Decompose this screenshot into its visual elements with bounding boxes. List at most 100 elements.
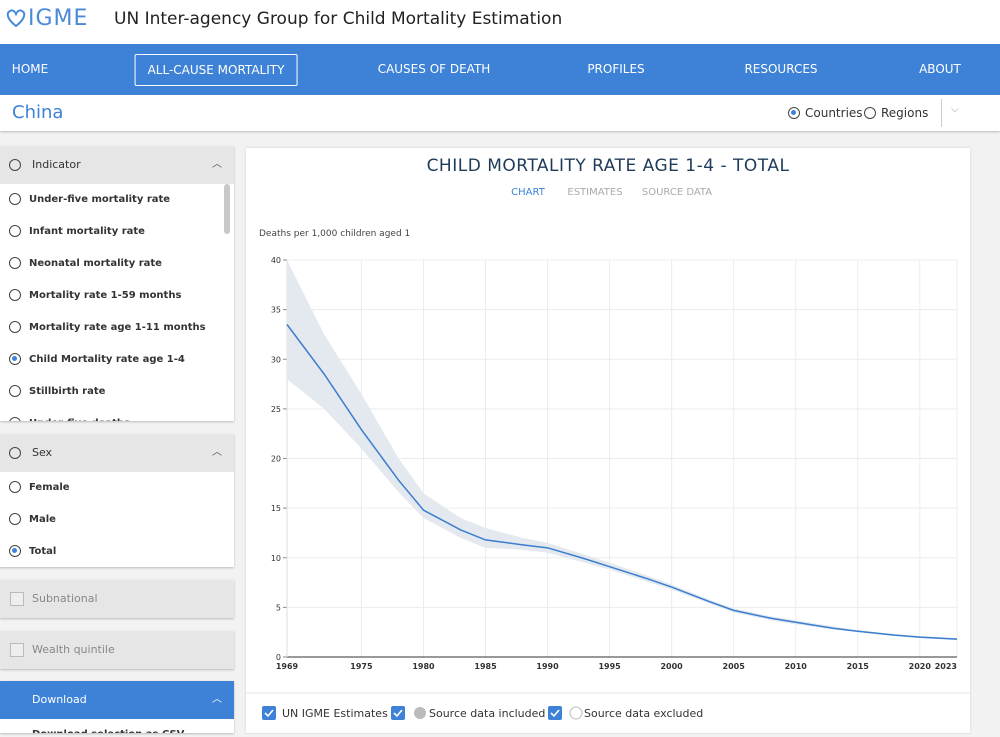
chart-tab[interactable]: SOURCE DATA	[642, 187, 712, 198]
radio	[9, 481, 21, 493]
option[interactable]: Under-five deaths	[0, 408, 234, 421]
filter-panel[interactable]: Subnational	[0, 580, 234, 618]
option-label: Infant mortality rate	[29, 226, 145, 237]
radio	[9, 447, 21, 459]
filter-panel[interactable]: Wealth quintile	[0, 631, 234, 669]
chevron: ︿	[212, 159, 222, 170]
x-tick-label: 1995	[598, 662, 621, 671]
option[interactable]: Under-five mortality rate	[0, 184, 234, 216]
option[interactable]: Neonatal mortality rate	[0, 248, 234, 280]
chevron: ︿	[212, 447, 222, 458]
option-label: Child Mortality rate age 1-4	[29, 354, 185, 365]
sex-panel: Sex ︿ Female Male Total	[0, 434, 234, 567]
radio	[9, 193, 21, 205]
x-tick-label: 1985	[474, 662, 497, 671]
y-tick-label: 10	[271, 554, 281, 563]
y-tick-label: 25	[271, 405, 281, 414]
location-bar: China ⌵ Countries Regions	[0, 95, 1000, 131]
option[interactable]: Female	[0, 472, 234, 504]
filter-label: Subnational	[32, 592, 98, 605]
download-item[interactable]: Download selection as CSV	[0, 719, 234, 733]
filter-header: Wealth quintile	[0, 631, 234, 669]
radio	[9, 545, 21, 557]
download-title: Download	[32, 693, 87, 706]
header: IGME UN Inter-agency Group for Child Mor…	[0, 0, 1000, 44]
x-tick-label: 2023	[935, 662, 957, 671]
legend-dot	[414, 707, 426, 719]
y-axis-label: Deaths per 1,000 children aged 1	[259, 229, 410, 239]
radio	[9, 353, 21, 365]
check	[550, 709, 560, 718]
y-tick-label: 35	[271, 306, 281, 315]
radio	[9, 257, 21, 269]
chart: CHILD MORTALITY RATE AGE 1-4 - TOTAL Dea…	[246, 156, 970, 720]
check	[264, 709, 274, 718]
radio	[9, 159, 21, 171]
option[interactable]: Child Mortality rate age 1-4	[0, 344, 234, 376]
radio	[9, 321, 21, 333]
nav-item[interactable]: RESOURCES	[744, 62, 818, 76]
line	[286, 324, 958, 640]
chart-title: CHILD MORTALITY RATE AGE 1-4 - TOTAL	[427, 156, 790, 176]
nav-item[interactable]: ALL-CAUSE MORTALITY	[134, 54, 298, 86]
option-label: Under-five deaths	[29, 418, 130, 421]
location-option[interactable]: Countries	[788, 106, 863, 120]
filter-header: Subnational	[0, 580, 234, 618]
option[interactable]: Stillbirth rate	[0, 376, 234, 408]
radio	[9, 513, 21, 525]
option-label: Female	[29, 482, 70, 493]
x-tick-label: 2015	[847, 662, 870, 671]
x-tick-label: 2010	[785, 662, 808, 671]
uncertainty-band	[287, 260, 957, 641]
download-header[interactable]: Download ︿	[0, 681, 234, 719]
option-label: Total	[29, 546, 57, 557]
option-label: Mortality rate age 1-11 months	[29, 322, 206, 333]
option[interactable]: Mortality rate age 1-11 months	[0, 312, 234, 344]
legend-label: Source data excluded	[584, 707, 703, 720]
legend-checkbox[interactable]	[391, 706, 405, 720]
panel-header[interactable]: Sex ︿	[0, 434, 234, 472]
x-tick-label: 1975	[350, 662, 373, 671]
y-tick-label: 5	[276, 603, 281, 612]
chart-tab[interactable]: ESTIMATES	[567, 187, 622, 198]
panel-header[interactable]: Indicator ︿	[0, 146, 234, 184]
legend-label: Source data included	[429, 707, 545, 720]
check	[393, 709, 403, 718]
option[interactable]: Mortality rate 1-59 months	[0, 280, 234, 312]
checkbox	[10, 643, 24, 657]
option-label: Male	[29, 514, 56, 525]
dropdown[interactable]: ⌵	[951, 104, 959, 115]
nav-item[interactable]: ABOUT	[919, 62, 961, 76]
option-label: Under-five mortality rate	[29, 194, 171, 205]
location-option[interactable]: Regions	[864, 106, 928, 120]
logo: IGME	[28, 6, 89, 31]
checkbox	[10, 592, 24, 606]
logo-icon	[6, 9, 26, 28]
scrollbar	[224, 184, 230, 234]
nav-bar: HOME ALL-CAUSE MORTALITY CAUSES OF DEATH PR…	[0, 44, 1000, 95]
x-tick-label: 1990	[536, 662, 559, 671]
country-name: China	[12, 102, 64, 123]
location-option-label: Regions	[881, 106, 929, 120]
x-tick-label: 2000	[660, 662, 683, 671]
indicator-panel: Indicator ︿ Under-five mortality rate Infan…	[0, 146, 234, 421]
radio	[9, 385, 21, 397]
option[interactable]: Total	[0, 536, 234, 567]
x-tick-label: 2005	[723, 662, 746, 671]
legend-checkbox[interactable]	[548, 706, 562, 720]
option[interactable]: Male	[0, 504, 234, 536]
radio	[864, 107, 876, 119]
location-option-label: Countries	[805, 106, 863, 120]
chart-tab[interactable]: CHART	[511, 187, 546, 198]
nav-item[interactable]: HOME	[11, 62, 49, 76]
x-tick-label: 1969	[276, 662, 299, 671]
nav-item[interactable]: PROFILES	[587, 62, 645, 76]
option-label: Stillbirth rate	[29, 386, 106, 397]
legend-checkbox[interactable]	[262, 706, 276, 720]
nav-item[interactable]: CAUSES OF DEATH	[377, 62, 491, 76]
y-tick-label: 0	[276, 653, 281, 662]
option[interactable]: Infant mortality rate	[0, 216, 234, 248]
chart-card: CHILD MORTALITY RATE AGE 1-4 - TOTAL Dea…	[246, 148, 970, 733]
download-panel: Download︿ Download selection as CSV	[0, 681, 234, 733]
y-tick-label: 40	[271, 256, 281, 265]
